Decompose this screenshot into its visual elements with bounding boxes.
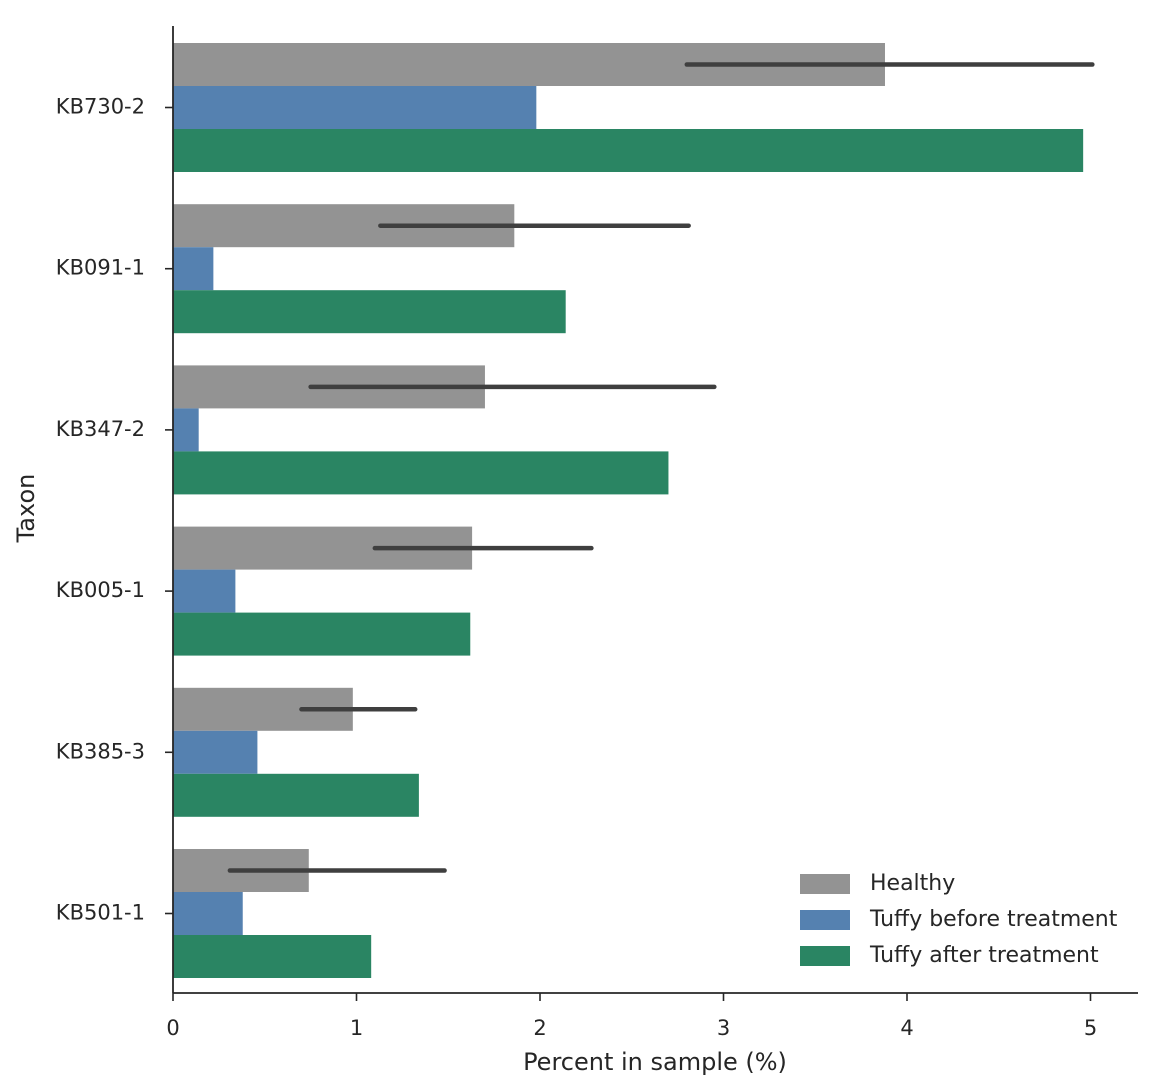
bar-tuffy-before-treatment-kb091-1 <box>173 247 214 291</box>
x-axis-label: Percent in sample (%) <box>523 1048 787 1076</box>
legend: Healthy Tuffy before treatment Tuffy after… <box>800 871 1118 968</box>
legend-label: Tuffy before treatment <box>869 907 1118 932</box>
legend-swatch-healthy <box>800 874 850 894</box>
bar-tuffy-before-treatment-kb730-2 <box>173 86 537 129</box>
x-tick-label: 0 <box>166 1016 179 1040</box>
bar-tuffy-after-treatment-kb091-1 <box>173 290 566 334</box>
bar-tuffy-before-treatment-kb385-3 <box>173 730 258 774</box>
legend-swatch-tuffy-after-treatment <box>800 946 850 966</box>
legend-swatch-tuffy-before-treatment <box>800 910 850 930</box>
legend-label: Tuffy after treatment <box>869 943 1099 968</box>
y-tick-label: KB005-1 <box>56 578 145 602</box>
y-ticks-layer: KB730-2 KB091-1 KB347-2 KB005-1 KB385-3 KB501… <box>56 95 173 925</box>
x-tick-label: 3 <box>717 1016 730 1040</box>
y-tick-label: KB347-2 <box>56 417 145 441</box>
x-ticks-layer: 0 1 2 3 4 5 <box>166 993 1097 1040</box>
bar-tuffy-after-treatment-kb501-1 <box>173 935 372 978</box>
bar-tuffy-before-treatment-kb347-2 <box>173 408 199 452</box>
bars-layer <box>173 43 1084 978</box>
y-tick-label: KB091-1 <box>56 256 145 280</box>
bar-tuffy-before-treatment-kb005-1 <box>173 569 236 613</box>
bar-tuffy-after-treatment-kb730-2 <box>173 129 1084 172</box>
y-tick-label: KB730-2 <box>56 95 145 119</box>
error-bars-layer <box>227 62 1095 873</box>
bar-tuffy-after-treatment-kb347-2 <box>173 451 669 495</box>
axes-layer <box>172 26 1138 994</box>
x-tick-label: 5 <box>1084 1016 1097 1040</box>
bar-tuffy-after-treatment-kb005-1 <box>173 612 471 656</box>
bar-tuffy-after-treatment-kb385-3 <box>173 773 419 817</box>
y-tick-label: KB501-1 <box>56 901 145 925</box>
legend-label: Healthy <box>870 871 955 896</box>
x-tick-label: 4 <box>900 1016 913 1040</box>
x-tick-label: 1 <box>350 1016 363 1040</box>
y-axis-label: Taxon <box>12 474 40 544</box>
bar-tuffy-before-treatment-kb501-1 <box>173 892 243 935</box>
x-tick-label: 2 <box>533 1016 546 1040</box>
y-tick-label: KB385-3 <box>56 739 145 763</box>
